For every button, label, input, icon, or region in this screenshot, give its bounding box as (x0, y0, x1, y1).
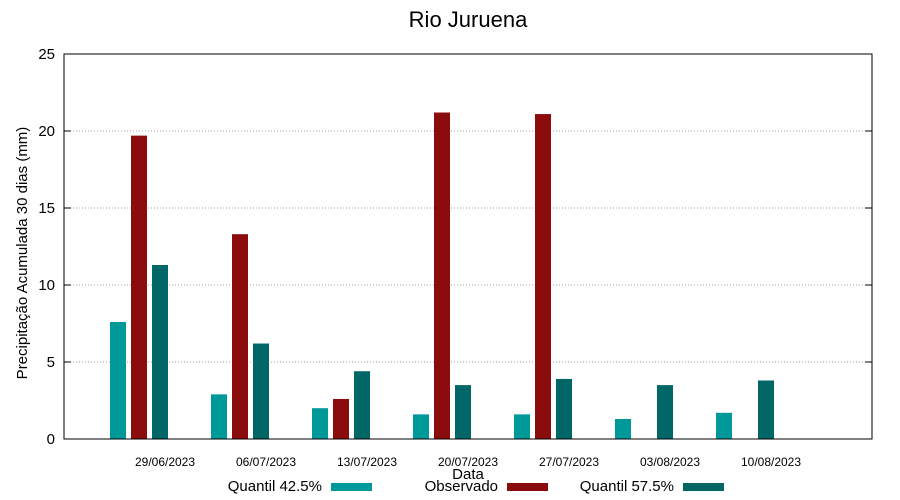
legend-swatch (683, 483, 724, 491)
legend-label: Quantil 57.5% (580, 478, 674, 495)
x-tick-label: 20/07/2023 (438, 455, 498, 469)
bar (131, 135, 147, 439)
bar (758, 380, 774, 439)
y-axis-ticks: 0 5 10 15 20 25 (38, 46, 872, 448)
legend-label: Observado (425, 478, 498, 495)
bar (514, 414, 530, 439)
y-tick-label: 20 (38, 123, 55, 140)
bar (211, 394, 227, 439)
x-axis-ticks: 29/06/2023 06/07/2023 13/07/2023 20/07/2023… (135, 455, 801, 469)
chart-title: Rio Juruena (409, 7, 528, 32)
legend-swatch (507, 483, 548, 491)
x-tick-label: 06/07/2023 (236, 455, 296, 469)
x-tick-label: 27/07/2023 (539, 455, 599, 469)
legend: Quantil 42.5% Observado Quantil 57.5% (228, 478, 724, 495)
y-tick-label: 5 (47, 354, 55, 371)
bar (556, 378, 572, 439)
bar (354, 371, 370, 439)
y-tick-label: 25 (38, 46, 55, 63)
legend-label: Quantil 42.5% (228, 478, 322, 495)
y-tick-label: 15 (38, 200, 55, 217)
y-axis-label: Precipitação Acumulada 30 dias (mm) (14, 127, 31, 380)
bar (110, 321, 126, 439)
legend-swatch (331, 483, 372, 491)
bar (333, 398, 349, 439)
bar (253, 343, 269, 439)
bar (455, 385, 471, 439)
x-axis-label: Data (452, 466, 484, 483)
bar (232, 234, 248, 439)
x-tick-label: 03/08/2023 (640, 455, 700, 469)
x-tick-label: 29/06/2023 (135, 455, 195, 469)
bar (152, 264, 168, 439)
y-tick-label: 10 (38, 277, 55, 294)
bar (615, 418, 631, 439)
bar (535, 114, 551, 439)
y-tick-label: 0 (47, 431, 55, 448)
x-tick-label: 10/08/2023 (741, 455, 801, 469)
plot-frame (63, 53, 873, 440)
x-tick-label: 13/07/2023 (337, 455, 397, 469)
bar (434, 112, 450, 440)
bars (110, 112, 774, 440)
bar (657, 385, 673, 439)
grid-lines (64, 130, 872, 363)
bar (312, 408, 328, 439)
bar (413, 414, 429, 439)
bar (716, 412, 732, 439)
